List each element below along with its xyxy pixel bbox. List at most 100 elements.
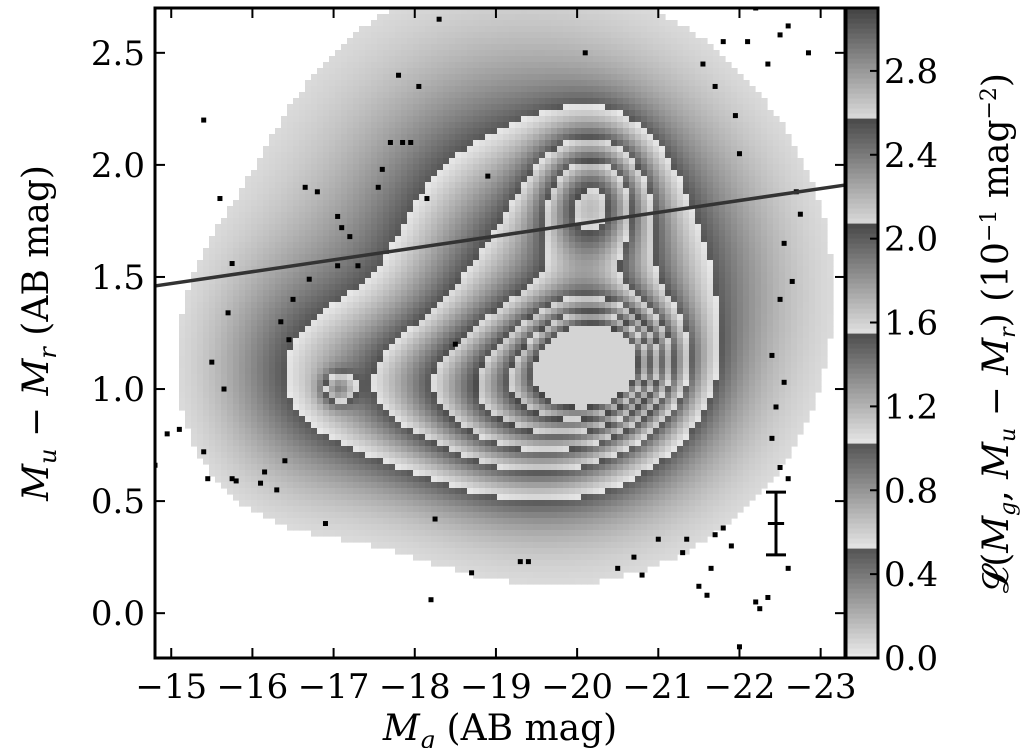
- heatmap-cell: [509, 362, 516, 369]
- heatmap-cell: [437, 50, 444, 57]
- heatmap-cell: [209, 362, 216, 369]
- heatmap-cell: [317, 146, 324, 153]
- heatmap-cell: [533, 500, 540, 507]
- heatmap-cell: [377, 104, 384, 111]
- heatmap-cell: [233, 428, 240, 435]
- heatmap-cell: [299, 506, 306, 513]
- heatmap-cell: [485, 188, 492, 195]
- heatmap-cell: [503, 506, 510, 513]
- heatmap-cell: [557, 380, 564, 387]
- heatmap-cell: [551, 134, 558, 141]
- heatmap-cell: [533, 20, 540, 27]
- heatmap-cell: [227, 446, 234, 453]
- heatmap-cell: [497, 572, 504, 579]
- heatmap-cell: [401, 338, 408, 345]
- heatmap-cell: [215, 230, 222, 237]
- heatmap-cell: [335, 272, 342, 279]
- heatmap-cell: [455, 452, 462, 459]
- heatmap-cell: [473, 98, 480, 105]
- heatmap-cell: [485, 242, 492, 249]
- heatmap-cell: [389, 206, 396, 213]
- heatmap-cell: [509, 56, 516, 63]
- heatmap-cell: [419, 422, 426, 429]
- heatmap-cell: [227, 482, 234, 489]
- heatmap-cell: [335, 434, 342, 441]
- heatmap-cell: [545, 422, 552, 429]
- heatmap-cell: [227, 404, 234, 411]
- heatmap-cell: [443, 176, 450, 183]
- heatmap-cell: [533, 392, 540, 399]
- heatmap-cell: [317, 356, 324, 363]
- heatmap-cell: [365, 350, 372, 357]
- heatmap-cell: [443, 548, 450, 555]
- heatmap-cell: [563, 236, 570, 243]
- heatmap-cell: [455, 494, 462, 501]
- heatmap-cell: [491, 170, 498, 177]
- heatmap-cell: [395, 176, 402, 183]
- heatmap-cell: [527, 356, 534, 363]
- heatmap-cell: [335, 152, 342, 159]
- heatmap-cell: [179, 350, 186, 357]
- heatmap-cell: [311, 254, 318, 261]
- heatmap-cell: [323, 452, 330, 459]
- heatmap-cell: [281, 338, 288, 345]
- heatmap-cell: [287, 302, 294, 309]
- heatmap-cell: [203, 428, 210, 435]
- heatmap-cell: [413, 374, 420, 381]
- heatmap-cell: [341, 524, 348, 531]
- heatmap-cell: [557, 290, 564, 297]
- heatmap-cell: [509, 308, 516, 315]
- heatmap-cell: [509, 98, 516, 105]
- heatmap-cell: [335, 440, 342, 447]
- heatmap-cell: [353, 200, 360, 207]
- heatmap-cell: [431, 200, 438, 207]
- heatmap-cell: [497, 50, 504, 57]
- heatmap-cell: [455, 320, 462, 327]
- heatmap-cell: [497, 314, 504, 321]
- heatmap-cell: [419, 410, 426, 417]
- heatmap-cell: [317, 482, 324, 489]
- heatmap-cell: [389, 296, 396, 303]
- heatmap-cell: [455, 236, 462, 243]
- heatmap-cell: [533, 536, 540, 543]
- heatmap-cell: [431, 212, 438, 219]
- heatmap-cell: [419, 338, 426, 345]
- heatmap-cell: [365, 476, 372, 483]
- heatmap-cell: [395, 404, 402, 411]
- heatmap-cell: [389, 92, 396, 99]
- heatmap-cell: [449, 128, 456, 135]
- heatmap-cell: [533, 470, 540, 477]
- heatmap-cell: [341, 62, 348, 69]
- heatmap-cell: [197, 308, 204, 315]
- heatmap-cell: [395, 188, 402, 195]
- heatmap-cell: [287, 254, 294, 261]
- heatmap-cell: [359, 512, 366, 519]
- heatmap-cell: [419, 254, 426, 261]
- heatmap-cell: [389, 272, 396, 279]
- heatmap-cell: [551, 320, 558, 327]
- heatmap-cell: [347, 320, 354, 327]
- heatmap-cell: [515, 470, 522, 477]
- heatmap-cell: [227, 452, 234, 459]
- heatmap-cell: [509, 236, 516, 243]
- heatmap-cell: [557, 338, 564, 345]
- heatmap-cell: [257, 506, 264, 513]
- heatmap-cell: [425, 224, 432, 231]
- heatmap-cell: [287, 506, 294, 513]
- heatmap-cell: [467, 242, 474, 249]
- heatmap-cell: [359, 260, 366, 267]
- heatmap-cell: [479, 566, 486, 573]
- heatmap-cell: [263, 224, 270, 231]
- heatmap-cell: [455, 524, 462, 531]
- heatmap-cell: [449, 374, 456, 381]
- heatmap-cell: [257, 296, 264, 303]
- heatmap-cell: [557, 452, 564, 459]
- heatmap-cell: [551, 254, 558, 261]
- heatmap-cell: [431, 506, 438, 513]
- heatmap-cell: [383, 182, 390, 189]
- heatmap-cell: [461, 452, 468, 459]
- heatmap-cell: [383, 506, 390, 513]
- heatmap-cell: [527, 194, 534, 201]
- heatmap-cell: [467, 350, 474, 357]
- heatmap-cell: [263, 242, 270, 249]
